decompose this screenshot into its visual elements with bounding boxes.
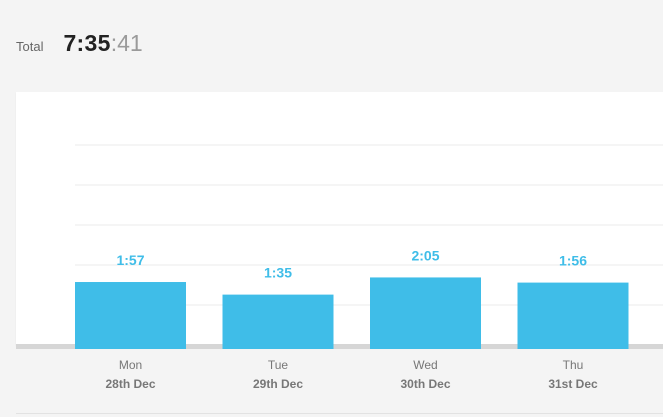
- x-tick-day: Mon: [119, 358, 142, 372]
- bar-wed[interactable]: [370, 277, 481, 349]
- bar-value-label: 1:35: [264, 265, 292, 281]
- x-tick-day: Wed: [413, 358, 437, 372]
- x-tick-day: Thu: [563, 358, 584, 372]
- x-tick-day: Tue: [268, 358, 289, 372]
- total-summary: Total 7:35 :41: [16, 30, 143, 64]
- bar-value-label: 2:05: [411, 247, 439, 263]
- bar-thu[interactable]: [517, 282, 629, 349]
- bar-value-label: 1:57: [116, 252, 144, 268]
- x-tick-date: 30th Dec: [400, 377, 450, 391]
- x-tick-date: 29th Dec: [253, 377, 303, 391]
- x-tick-date: 31st Dec: [548, 377, 598, 391]
- chart-baseline: [16, 344, 663, 349]
- bar-value-label: 1:56: [559, 253, 587, 269]
- total-time: 7:35: [63, 30, 111, 56]
- x-tick-date: 28th Dec: [105, 377, 155, 391]
- bar-tue[interactable]: [222, 294, 334, 349]
- total-label: Total: [16, 39, 44, 54]
- bar-mon[interactable]: [75, 282, 186, 349]
- divider: [16, 413, 663, 414]
- total-seconds: :41: [110, 30, 143, 56]
